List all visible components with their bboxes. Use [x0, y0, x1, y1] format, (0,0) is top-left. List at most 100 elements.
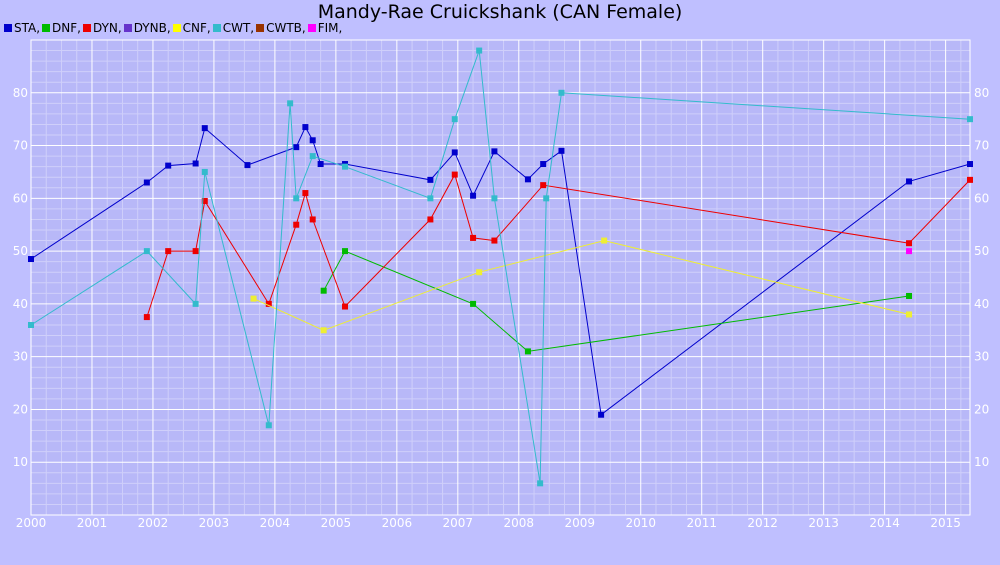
data-point-dyn	[143, 314, 150, 321]
y-tick-label-right: 60	[974, 191, 989, 205]
legend-swatch	[82, 24, 91, 32]
data-point-dyn	[165, 248, 172, 255]
legend-swatch	[172, 24, 181, 32]
data-point-dnf	[906, 292, 913, 299]
data-point-fim	[906, 248, 913, 255]
data-point-sta	[451, 149, 458, 156]
x-tick-label: 2014	[869, 516, 900, 530]
plot-border	[30, 39, 971, 516]
y-tick-label-left: 50	[13, 244, 28, 258]
y-tick-label-right: 30	[974, 350, 989, 364]
legend-item-dynb: DYNB,	[123, 20, 171, 36]
y-tick-label-left: 40	[13, 297, 28, 311]
legend-label: DYN,	[92, 21, 122, 35]
y-tick-label-left: 70	[13, 139, 28, 153]
legend-label: CWT,	[222, 21, 255, 35]
legend-swatch	[307, 24, 316, 32]
data-point-sta	[967, 161, 973, 168]
data-point-dnf	[320, 287, 327, 294]
data-point-cwt	[143, 248, 150, 255]
data-point-cwt	[28, 322, 34, 328]
data-point-sta	[524, 176, 531, 183]
data-point-cwt	[451, 116, 458, 123]
y-tick-label-right: 10	[974, 455, 989, 469]
data-point-cwt	[967, 116, 973, 123]
y-tick-label-left: 10	[13, 455, 28, 469]
data-point-cwt	[427, 195, 434, 202]
data-point-sta	[317, 161, 324, 168]
data-point-dyn	[265, 300, 272, 307]
data-point-dnf	[470, 300, 477, 307]
data-point-cnf	[320, 327, 327, 334]
data-point-cnf	[601, 237, 608, 244]
data-point-cwt	[558, 89, 565, 96]
data-point-sta	[427, 176, 434, 183]
x-tick-label: 2007	[443, 516, 474, 530]
legend-label: DYNB,	[133, 21, 171, 35]
legend-label: CNF,	[182, 21, 211, 35]
data-point-cwt	[543, 195, 550, 202]
legend-label: FIM,	[317, 21, 343, 35]
data-point-cwt	[287, 100, 294, 107]
data-point-cnf	[906, 311, 913, 318]
data-point-dyn	[427, 216, 434, 223]
data-point-cwt	[201, 168, 208, 175]
legend-item-sta: STA,	[4, 20, 40, 36]
data-point-cnf	[250, 295, 257, 302]
data-point-sta	[302, 124, 309, 131]
x-tick-label: 2006	[382, 516, 413, 530]
y-tick-label-right: 40	[974, 297, 989, 311]
data-point-dyn	[201, 197, 208, 204]
x-tick-label: 2003	[199, 516, 230, 530]
data-point-dyn	[309, 216, 316, 223]
data-point-dyn	[540, 182, 547, 189]
legend-item-dnf: DNF,	[42, 20, 81, 36]
data-point-dyn	[302, 190, 309, 197]
x-tick-label: 2005	[321, 516, 352, 530]
data-point-sta	[491, 148, 498, 155]
data-point-sta	[165, 162, 172, 169]
data-point-cwt	[476, 47, 483, 54]
x-tick-label: 2001	[77, 516, 108, 530]
data-point-cwt	[293, 195, 300, 202]
legend-swatch	[256, 24, 265, 32]
series-line-dyn	[146, 173, 971, 318]
legend-item-cwt: CWT,	[212, 20, 255, 36]
data-point-dyn	[192, 248, 199, 255]
legend-label: DNF,	[52, 21, 81, 35]
data-point-cwt	[265, 422, 272, 429]
legend-swatch	[123, 24, 132, 32]
legend-item-fim: FIM,	[307, 20, 343, 36]
data-point-sta	[598, 411, 605, 418]
data-point-sta	[28, 256, 34, 263]
data-point-dyn	[293, 221, 300, 228]
data-point-sta	[244, 162, 251, 169]
data-point-sta	[906, 178, 913, 185]
data-point-sta	[201, 125, 208, 132]
x-tick-label: 2008	[504, 516, 535, 530]
y-tick-label-right: 80	[974, 86, 989, 100]
legend-item-cwtb: CWTB,	[256, 20, 306, 36]
data-point-sta	[540, 161, 547, 168]
x-tick-label: 2004	[260, 516, 291, 530]
legend-swatch	[42, 24, 51, 32]
y-tick-label-left: 20	[13, 402, 28, 416]
y-tick-label-right: 50	[974, 244, 989, 258]
y-tick-label-right: 70	[974, 139, 989, 153]
data-point-sta	[143, 179, 150, 186]
data-point-cwt	[537, 480, 544, 487]
data-point-sta	[558, 147, 565, 154]
data-point-sta	[293, 144, 300, 151]
y-tick-label-right: 20	[974, 402, 989, 416]
plot-area	[31, 40, 970, 515]
data-point-cwt	[342, 163, 349, 170]
data-point-dnf	[524, 348, 531, 355]
y-tick-label-left: 30	[13, 350, 28, 364]
data-point-cwt	[192, 300, 199, 307]
x-tick-label: 2013	[808, 516, 839, 530]
data-point-dyn	[342, 303, 349, 310]
x-tick-label: 2010	[625, 516, 656, 530]
x-tick-label: 2015	[930, 516, 961, 530]
data-point-dyn	[967, 176, 973, 183]
